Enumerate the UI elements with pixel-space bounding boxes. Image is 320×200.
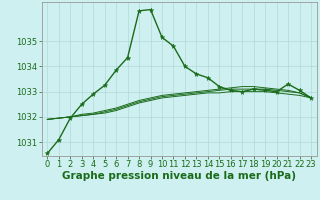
X-axis label: Graphe pression niveau de la mer (hPa): Graphe pression niveau de la mer (hPa) [62, 171, 296, 181]
